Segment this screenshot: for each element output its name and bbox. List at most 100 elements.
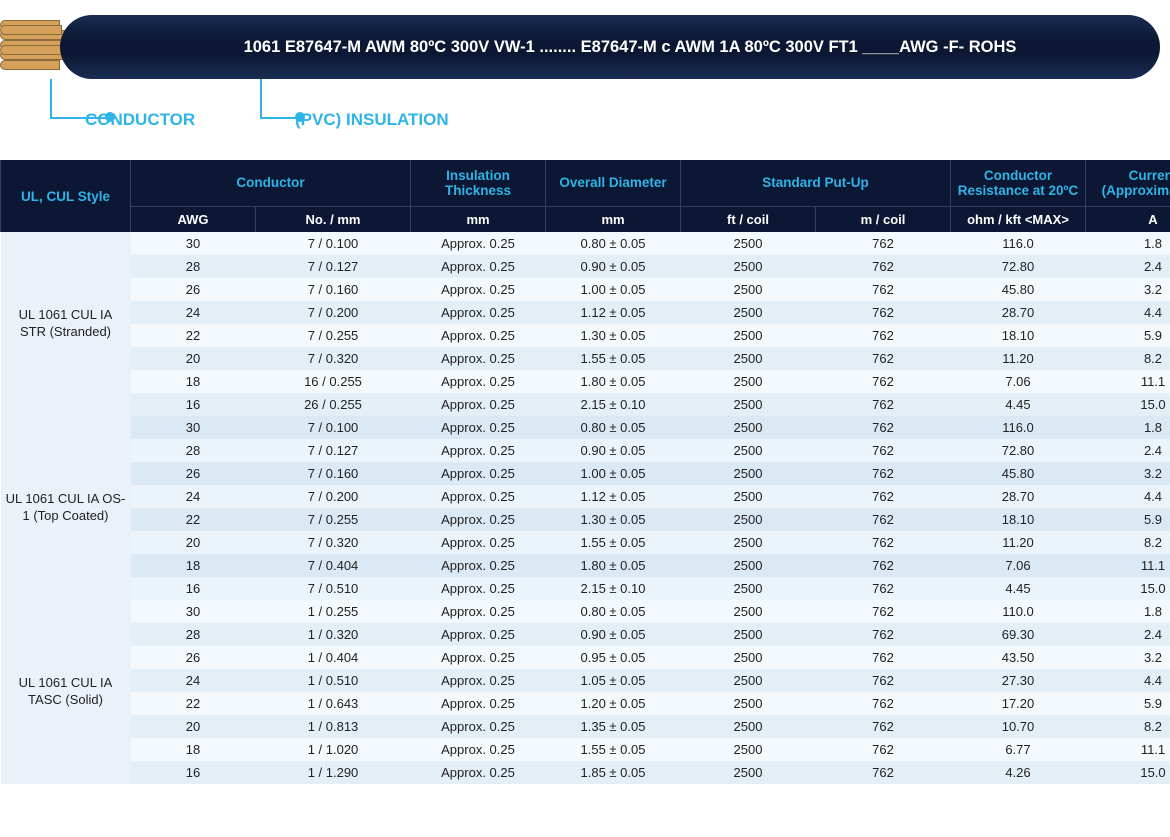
cell-ohm: 4.45 <box>951 577 1086 600</box>
cell-awg: 16 <box>131 393 256 416</box>
cell-m: 762 <box>816 508 951 531</box>
cell-ins: Approx. 0.25 <box>411 531 546 554</box>
cell-nomm: 7 / 0.100 <box>256 416 411 439</box>
cell-amp: 8.2 <box>1086 715 1170 738</box>
cell-nomm: 7 / 0.200 <box>256 485 411 508</box>
th-current: Current (Approximately) <box>1086 160 1170 206</box>
cell-ins: Approx. 0.25 <box>411 669 546 692</box>
th-resistance: Conductor Resistance at 20ºC <box>951 160 1086 206</box>
cell-od: 1.00 ± 0.05 <box>546 462 681 485</box>
cell-amp: 4.4 <box>1086 485 1170 508</box>
label-insulation: (PVC) INSULATION <box>295 110 449 130</box>
cell-ins: Approx. 0.25 <box>411 370 546 393</box>
cell-awg: 16 <box>131 761 256 784</box>
cell-ft: 2500 <box>681 761 816 784</box>
cell-nomm: 7 / 0.127 <box>256 255 411 278</box>
cell-ins: Approx. 0.25 <box>411 301 546 324</box>
cell-m: 762 <box>816 324 951 347</box>
cell-ins: Approx. 0.25 <box>411 508 546 531</box>
cell-od: 0.90 ± 0.05 <box>546 255 681 278</box>
th-style: UL, CUL Style <box>1 160 131 232</box>
cell-amp: 15.0 <box>1086 761 1170 784</box>
cell-awg: 28 <box>131 623 256 646</box>
table-row: 187 / 0.404Approx. 0.251.80 ± 0.05250076… <box>1 554 1170 577</box>
wire-marking-text: 1061 E87647-M AWM 80ºC 300V VW-1 .......… <box>244 38 1017 57</box>
cell-m: 762 <box>816 485 951 508</box>
th-insulation: Insulation Thickness <box>411 160 546 206</box>
table-row: 241 / 0.510Approx. 0.251.05 ± 0.05250076… <box>1 669 1170 692</box>
cell-awg: 20 <box>131 347 256 370</box>
cell-od: 1.12 ± 0.05 <box>546 301 681 324</box>
cell-ft: 2500 <box>681 393 816 416</box>
cell-ohm: 6.77 <box>951 738 1086 761</box>
cell-awg: 24 <box>131 485 256 508</box>
th-conductor: Conductor <box>131 160 411 206</box>
cell-ohm: 4.45 <box>951 393 1086 416</box>
table-row: 227 / 0.255Approx. 0.251.30 ± 0.05250076… <box>1 324 1170 347</box>
cell-od: 1.55 ± 0.05 <box>546 738 681 761</box>
cell-ohm: 11.20 <box>951 531 1086 554</box>
cell-ohm: 45.80 <box>951 462 1086 485</box>
cell-ft: 2500 <box>681 623 816 646</box>
cell-nomm: 26 / 0.255 <box>256 393 411 416</box>
th-ft: ft / coil <box>681 206 816 232</box>
cell-od: 1.00 ± 0.05 <box>546 278 681 301</box>
cell-ins: Approx. 0.25 <box>411 554 546 577</box>
cell-ft: 2500 <box>681 370 816 393</box>
table-row: 281 / 0.320Approx. 0.250.90 ± 0.05250076… <box>1 623 1170 646</box>
cell-amp: 1.8 <box>1086 600 1170 623</box>
table-row: 247 / 0.200Approx. 0.251.12 ± 0.05250076… <box>1 301 1170 324</box>
table-row: 261 / 0.404Approx. 0.250.95 ± 0.05250076… <box>1 646 1170 669</box>
cell-ohm: 17.20 <box>951 692 1086 715</box>
cell-nomm: 1 / 0.320 <box>256 623 411 646</box>
cell-nomm: 1 / 0.404 <box>256 646 411 669</box>
cell-m: 762 <box>816 347 951 370</box>
table-row: 267 / 0.160Approx. 0.251.00 ± 0.05250076… <box>1 278 1170 301</box>
table-row: 207 / 0.320Approx. 0.251.55 ± 0.05250076… <box>1 531 1170 554</box>
cell-nomm: 1 / 1.290 <box>256 761 411 784</box>
table-body: UL 1061 CUL IA STR (Stranded)307 / 0.100… <box>1 232 1170 784</box>
cell-ins: Approx. 0.25 <box>411 439 546 462</box>
cell-ft: 2500 <box>681 278 816 301</box>
cell-ohm: 28.70 <box>951 485 1086 508</box>
cell-ins: Approx. 0.25 <box>411 692 546 715</box>
cell-amp: 8.2 <box>1086 531 1170 554</box>
cell-nomm: 7 / 0.320 <box>256 531 411 554</box>
cell-amp: 4.4 <box>1086 669 1170 692</box>
cell-od: 0.80 ± 0.05 <box>546 232 681 255</box>
cell-amp: 15.0 <box>1086 393 1170 416</box>
cell-nomm: 7 / 0.200 <box>256 301 411 324</box>
cell-od: 1.35 ± 0.05 <box>546 715 681 738</box>
cell-awg: 22 <box>131 508 256 531</box>
table-row: UL 1061 CUL IA OS-1 (Top Coated)307 / 0.… <box>1 416 1170 439</box>
cell-m: 762 <box>816 577 951 600</box>
cell-m: 762 <box>816 255 951 278</box>
cell-od: 0.90 ± 0.05 <box>546 623 681 646</box>
cell-awg: 24 <box>131 669 256 692</box>
cell-amp: 5.9 <box>1086 692 1170 715</box>
cell-awg: 24 <box>131 301 256 324</box>
wire-body: 1061 E87647-M AWM 80ºC 300V VW-1 .......… <box>60 15 1160 79</box>
cell-m: 762 <box>816 278 951 301</box>
table-row: 267 / 0.160Approx. 0.251.00 ± 0.05250076… <box>1 462 1170 485</box>
cell-awg: 26 <box>131 278 256 301</box>
cell-ft: 2500 <box>681 485 816 508</box>
table-header: UL, CUL Style Conductor Insulation Thick… <box>1 160 1170 232</box>
table-row: 207 / 0.320Approx. 0.251.55 ± 0.05250076… <box>1 347 1170 370</box>
cell-amp: 3.2 <box>1086 462 1170 485</box>
cell-od: 1.12 ± 0.05 <box>546 485 681 508</box>
cell-ohm: 11.20 <box>951 347 1086 370</box>
cell-m: 762 <box>816 232 951 255</box>
cell-od: 1.85 ± 0.05 <box>546 761 681 784</box>
cell-ins: Approx. 0.25 <box>411 255 546 278</box>
cell-ohm: 72.80 <box>951 439 1086 462</box>
cell-nomm: 1 / 1.020 <box>256 738 411 761</box>
cell-awg: 16 <box>131 577 256 600</box>
cell-nomm: 7 / 0.100 <box>256 232 411 255</box>
cell-ohm: 45.80 <box>951 278 1086 301</box>
th-ohm: ohm / kft <MAX> <box>951 206 1086 232</box>
table-row: 181 / 1.020Approx. 0.251.55 ± 0.05250076… <box>1 738 1170 761</box>
cell-od: 1.55 ± 0.05 <box>546 531 681 554</box>
cell-amp: 2.4 <box>1086 255 1170 278</box>
cell-ft: 2500 <box>681 600 816 623</box>
